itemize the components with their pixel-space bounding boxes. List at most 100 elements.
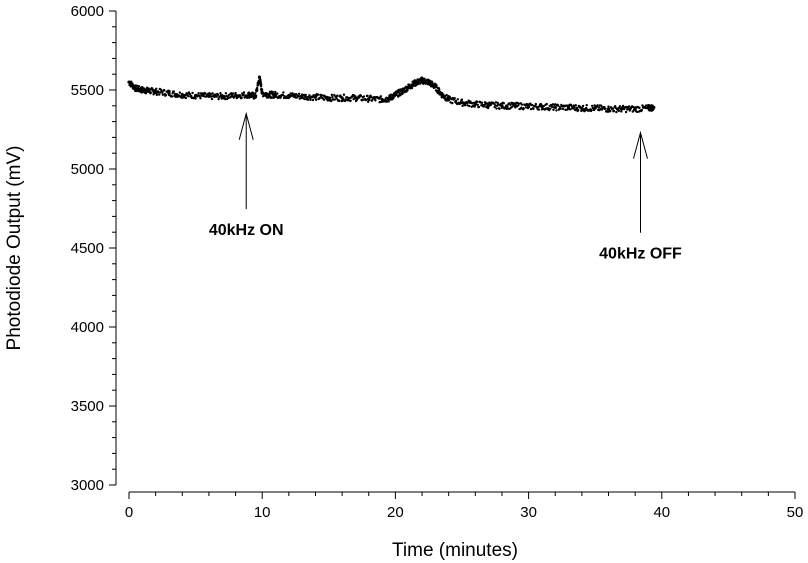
data-point-trace [480,101,484,105]
data-point-trace [129,80,133,83]
data-point-trace [572,104,576,107]
data-point-trace [239,95,242,98]
data-point [652,105,656,109]
data-point-trace [505,107,509,111]
data-point-trace [322,98,326,101]
data-point-trace [564,108,567,112]
data-point-trace [229,95,232,99]
data-point-trace [590,108,593,112]
data-point-trace [337,99,341,103]
data-point-trace [471,101,474,105]
data-point-trace [555,109,558,112]
data-point-trace [318,96,321,100]
data-point-trace [522,107,525,110]
data-point-trace [408,83,411,87]
data-point-trace [242,91,246,94]
data-point-trace [298,97,301,100]
data-point-trace [336,94,339,97]
data-point-trace [453,97,456,100]
data-point-trace [162,88,166,92]
data-point-trace [224,97,227,101]
y-tick-label: 4500 [71,240,104,257]
data-point-trace [137,84,141,88]
data-point-trace [331,95,334,99]
data-point-trace [569,108,572,111]
data-point-trace [136,86,140,90]
data-point-trace [520,103,524,106]
data-point-trace [640,108,644,112]
data-point-trace [188,93,192,96]
data-point-trace [215,95,218,98]
data-point-trace [366,94,369,97]
data-point-trace [231,92,235,95]
data-point-trace [191,91,194,95]
data-point-trace [344,98,347,101]
data-point-trace [135,84,139,88]
data-point-trace [537,108,541,111]
data-point-trace [297,95,300,98]
data-point-trace [164,93,168,97]
data-point-trace [210,97,214,101]
data-point-trace [259,79,262,83]
x-tick-label: 50 [787,504,804,521]
data-point-trace [378,101,381,104]
axes: 3000 3500 4000 4500 5000 5500 6000 0 10 20 30 40 50 [71,3,804,521]
data-point-trace [154,91,157,95]
data-point-trace [330,99,333,103]
data-point-trace [423,77,426,81]
data-point-trace [309,98,312,101]
data-point-trace [551,105,554,109]
data-point-trace [314,98,318,101]
x-tick-label: 20 [387,504,404,521]
data-point-trace [534,102,538,106]
data-point-trace [365,98,368,101]
data-point-trace [230,92,233,95]
data-point-trace [524,106,528,109]
data-point-trace [624,110,628,114]
data-point-trace [184,94,187,97]
data-point-trace [600,104,603,107]
data-point-trace [609,109,612,113]
data-point-trace [454,99,458,103]
x-tick-label: 0 [125,504,133,521]
data-point-trace [545,102,548,106]
data-point-trace [397,91,400,94]
data-point-trace [475,100,479,104]
data-point-trace [255,86,259,90]
data-point-trace [489,103,493,106]
data-point-trace [368,98,371,102]
data-point-trace [303,95,307,98]
data-point-trace [584,109,587,112]
annotation-label: 40kHz ON [209,222,284,239]
data-point-trace [155,93,159,97]
data-point-trace [260,83,263,87]
data-point-trace [274,90,277,94]
data-point-trace [144,92,148,95]
data-point-trace [611,107,614,111]
data-point-trace [308,94,311,97]
data-point-trace [168,89,171,93]
data-point-trace [494,104,497,107]
data-point-trace [182,96,186,99]
data-point-trace [184,96,188,100]
data-point-trace [170,95,174,98]
x-axis-title: Time (minutes) [392,540,518,561]
data-point-trace [247,91,251,94]
data-point-trace [303,97,306,101]
data-point-trace [387,100,390,103]
data-point-trace [554,106,558,109]
data-point-trace [552,108,555,111]
data-point-trace [517,102,521,106]
data-point-trace [281,93,284,97]
data-point-trace [254,92,257,95]
data-point-trace [615,110,618,114]
data-point-trace [335,97,338,100]
data-point-trace [532,107,535,111]
data-point-trace [451,101,454,105]
data-point-trace [573,106,576,109]
data-point-trace [395,93,398,97]
x-tick-label: 10 [254,504,271,521]
data-point-trace [449,101,452,104]
data-point-trace [342,93,346,96]
